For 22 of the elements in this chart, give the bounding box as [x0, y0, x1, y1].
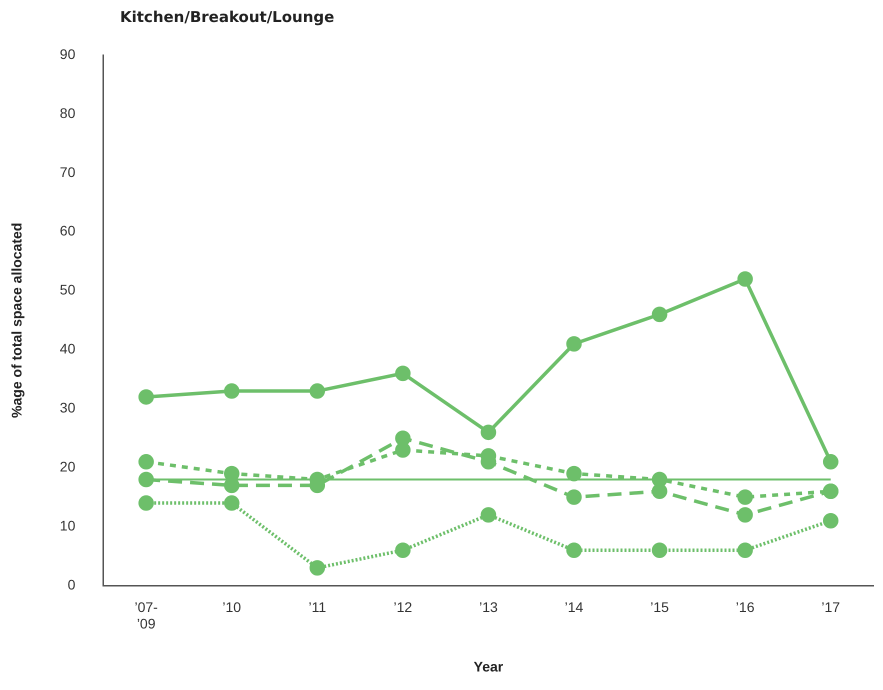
y-axis-title: %age of total space allocated — [8, 222, 24, 418]
y-tick-label: 30 — [60, 400, 76, 416]
y-tick-label: 80 — [60, 104, 76, 121]
x-tick-label: ’16 — [736, 598, 755, 615]
x-axis-title: Year — [474, 658, 504, 674]
x-tick-label: ’12 — [394, 598, 412, 615]
chart-title: Kitchen/Breakout/Lounge — [120, 8, 334, 26]
x-tick-label: ’13 — [479, 598, 498, 615]
y-tick-label: 10 — [60, 518, 76, 534]
y-tick-label: 40 — [60, 340, 76, 357]
x-tick-label: ’10 — [222, 598, 242, 615]
y-tick-label: 50 — [60, 282, 76, 298]
y-tick-label: 90 — [60, 46, 76, 62]
x-tick-label: ’14 — [564, 598, 584, 615]
x-tick-label: ’11 — [308, 598, 326, 615]
y-tick-label: 0 — [68, 576, 76, 592]
x-tick-label: ’15 — [650, 598, 670, 615]
y-tick-label: 60 — [60, 222, 76, 239]
x-tick-label: ’07-’09 — [134, 598, 158, 632]
x-tick-label: ’17 — [821, 598, 840, 615]
y-tick-label: 20 — [60, 458, 76, 475]
y-tick-label: 70 — [60, 164, 76, 180]
